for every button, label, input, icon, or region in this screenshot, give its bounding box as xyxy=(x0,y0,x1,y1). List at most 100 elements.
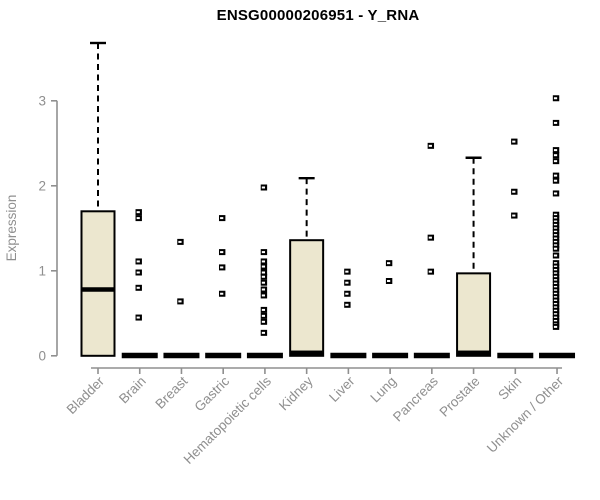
outlier-point-center xyxy=(553,302,558,305)
outlier-point-center xyxy=(553,154,558,157)
outlier-point-center xyxy=(261,260,266,263)
y-tick-label: 1 xyxy=(38,263,46,278)
zero-bar xyxy=(372,352,409,359)
outlier-point-center xyxy=(553,292,558,295)
outlier-point-center xyxy=(261,314,266,317)
outlier-point-center xyxy=(553,275,558,278)
outlier-point-center xyxy=(553,160,558,163)
y-tick-label: 2 xyxy=(38,178,46,193)
category-gastric xyxy=(205,215,242,359)
category-lung xyxy=(372,260,409,359)
chart-title: ENSG00000206951 - Y_RNA xyxy=(216,7,420,24)
category-unknown-other xyxy=(539,95,576,359)
outlier-point-center xyxy=(261,288,266,291)
outlier-point-center xyxy=(553,121,558,124)
box xyxy=(80,210,116,357)
outlier-point-center xyxy=(136,316,140,319)
box xyxy=(289,239,325,357)
outlier-point-center xyxy=(553,240,558,243)
outlier-point-center xyxy=(553,244,558,247)
outlier-point-center xyxy=(553,247,558,250)
outlier-point-center xyxy=(553,223,558,226)
outlier-point-center xyxy=(428,270,432,273)
outlier-point-center xyxy=(220,266,224,269)
x-category-label-lung: Lung xyxy=(367,374,399,406)
outlier-point-center xyxy=(261,271,266,274)
outlier-point-center xyxy=(261,320,266,323)
outlier-point-center xyxy=(553,309,558,312)
outlier-point-center xyxy=(220,251,224,254)
outlier-point-center xyxy=(553,220,558,223)
x-category-label-skin: Skin xyxy=(495,374,524,403)
outlier-point-center xyxy=(387,262,391,265)
outlier-point-center xyxy=(261,331,266,334)
x-category-label-gastric: Gastric xyxy=(191,373,232,414)
outlier-point-center xyxy=(136,260,140,263)
outlier-point-center xyxy=(261,265,266,268)
outlier-point-center xyxy=(553,192,558,195)
outlier-point-center xyxy=(553,97,558,100)
x-category-label-brain: Brain xyxy=(116,374,149,407)
outlier-point-center xyxy=(261,281,266,284)
category-hematopoietic-cells xyxy=(246,184,283,359)
outlier-point-center xyxy=(512,214,516,217)
outlier-point-center xyxy=(261,294,266,297)
outlier-point-center xyxy=(553,265,558,268)
y-axis-title: Expression xyxy=(4,195,19,262)
outlier-point-center xyxy=(428,236,432,239)
outlier-point-center xyxy=(553,268,558,271)
outlier-point-center xyxy=(553,230,558,233)
outlier-point-center xyxy=(345,281,349,284)
outlier-point-center xyxy=(553,299,558,302)
outlier-point-center xyxy=(553,285,558,288)
outlier-point-center xyxy=(553,149,558,152)
outlier-point-center xyxy=(512,140,516,143)
outlier-point-center xyxy=(553,237,558,240)
outlier-point-center xyxy=(345,292,349,295)
outlier-point-center xyxy=(261,308,266,311)
zero-bar xyxy=(539,352,576,359)
zero-bar xyxy=(121,352,158,359)
category-brain xyxy=(121,209,158,359)
outlier-point-center xyxy=(220,217,224,220)
outlier-point-center xyxy=(261,251,266,254)
outlier-point-center xyxy=(553,282,558,285)
x-category-label-prostate: Prostate xyxy=(437,374,483,420)
category-liver xyxy=(330,268,367,359)
zero-bar xyxy=(497,352,534,359)
x-category-label-kidney: Kidney xyxy=(276,373,316,413)
category-skin xyxy=(497,138,534,359)
outlier-point-center xyxy=(553,296,558,299)
outlier-point-center xyxy=(261,186,266,189)
outlier-point-center xyxy=(387,280,391,282)
x-category-label-liver: Liver xyxy=(326,373,358,405)
zero-bar xyxy=(413,352,450,359)
median-line xyxy=(457,350,491,356)
x-category-label-breast: Breast xyxy=(152,373,190,411)
outlier-point-center xyxy=(553,227,558,230)
category-kidney xyxy=(289,176,325,357)
outlier-point-center xyxy=(178,300,182,303)
outlier-point-center xyxy=(553,279,558,282)
y-tick-label: 0 xyxy=(38,348,46,363)
outlier-point-center xyxy=(553,272,558,275)
outlier-point-center xyxy=(553,174,558,177)
outlier-point-center xyxy=(345,270,349,273)
x-category-label-bladder: Bladder xyxy=(64,373,108,417)
outlier-point-center xyxy=(512,190,516,193)
outlier-point-center xyxy=(553,213,558,216)
outlier-point-center xyxy=(136,211,140,214)
outlier-point-center xyxy=(136,217,140,220)
outlier-point-center xyxy=(553,325,558,328)
outlier-point-center xyxy=(136,271,140,274)
zero-bar xyxy=(246,352,283,359)
outlier-point-center xyxy=(553,262,558,265)
zero-bar xyxy=(163,352,200,359)
outlier-point-center xyxy=(553,179,558,182)
category-breast xyxy=(163,238,200,359)
median-line xyxy=(290,350,324,356)
box xyxy=(456,272,492,357)
outlier-point-center xyxy=(178,240,182,243)
